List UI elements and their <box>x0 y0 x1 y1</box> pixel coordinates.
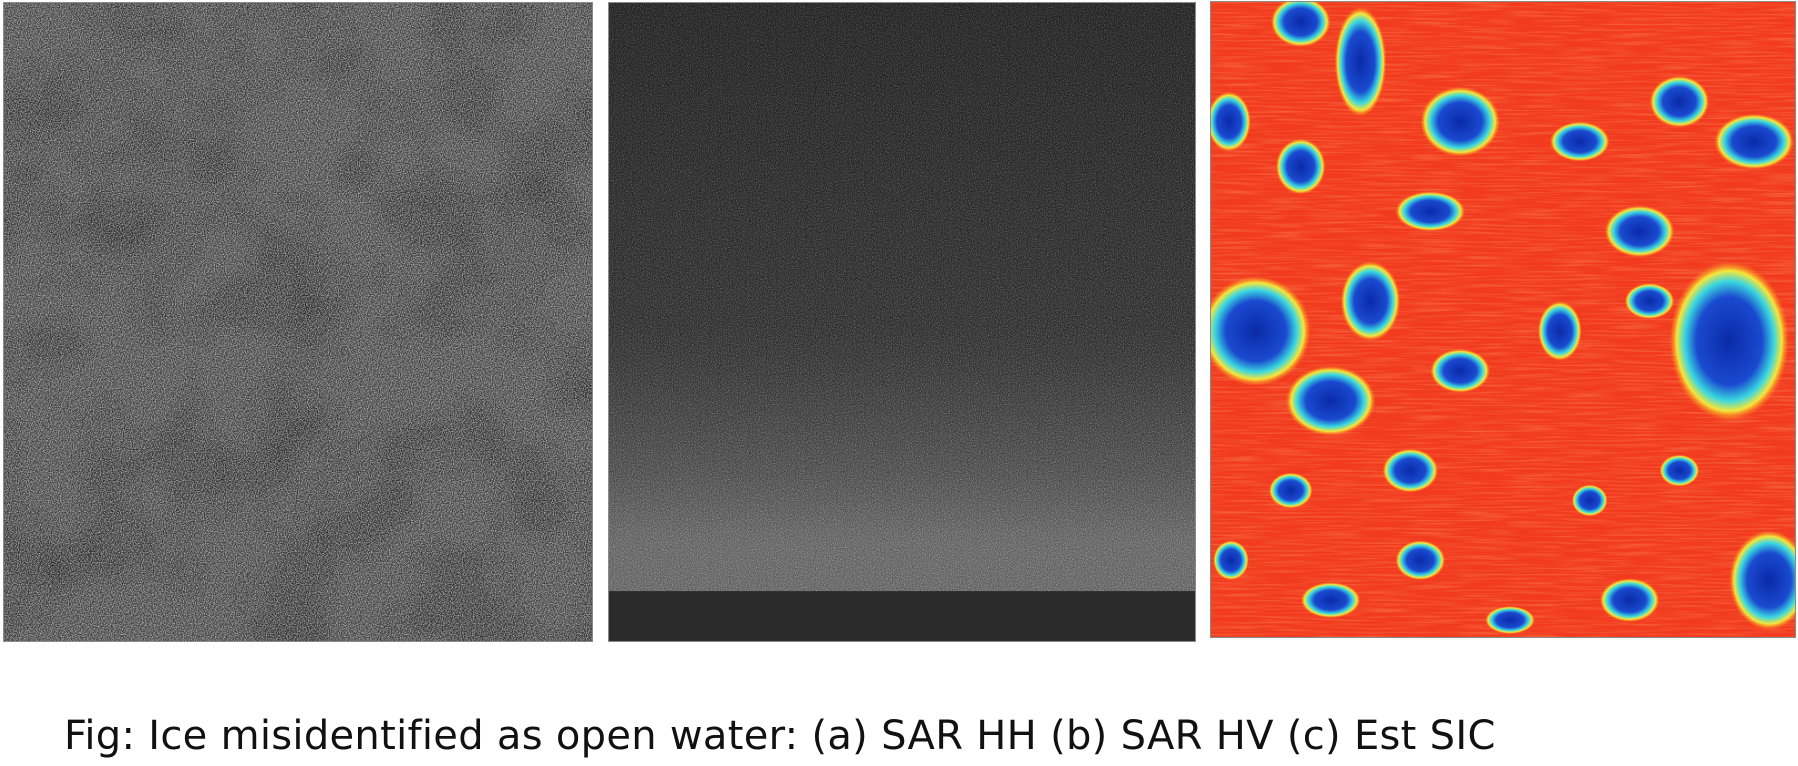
sar-hv-image <box>608 2 1196 642</box>
open-water-patches <box>1211 2 1795 635</box>
sar-hh-image <box>3 2 593 642</box>
sar-hv-texture <box>609 3 1195 641</box>
sar-hh-texture <box>4 3 592 641</box>
sic-colormap <box>1211 2 1795 637</box>
figure-caption: Fig: Ice misidentified as open water: (a… <box>64 713 1496 759</box>
hv-dark-band <box>609 591 1195 641</box>
est-sic-map <box>1210 1 1796 638</box>
